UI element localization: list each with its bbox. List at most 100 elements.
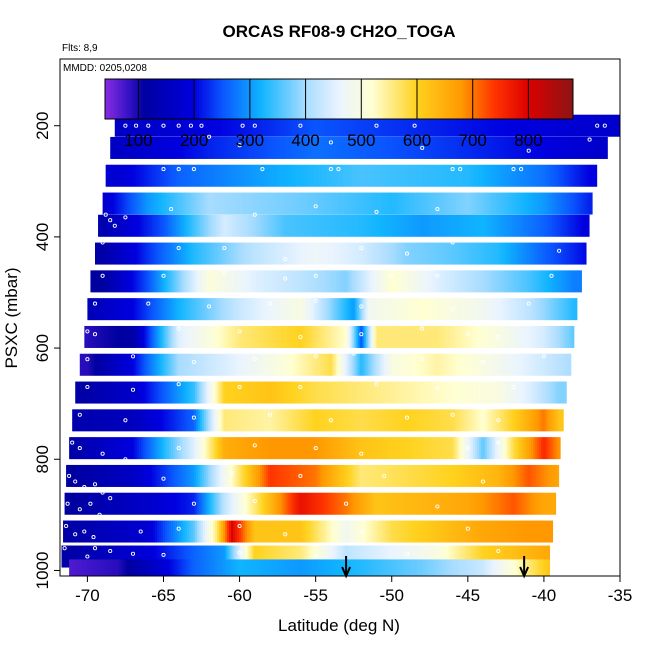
band-cell bbox=[540, 492, 543, 515]
band-cell bbox=[213, 520, 216, 543]
band-cell bbox=[421, 437, 424, 460]
sample-point bbox=[549, 273, 554, 278]
band-cell bbox=[431, 353, 435, 376]
band-cell bbox=[132, 409, 135, 432]
band-cell bbox=[422, 464, 425, 487]
band-cell bbox=[87, 381, 90, 404]
band-cell bbox=[165, 164, 169, 187]
band-cell bbox=[314, 464, 317, 487]
band-cell bbox=[98, 492, 101, 515]
sample-point bbox=[237, 329, 242, 334]
band-cell bbox=[471, 437, 474, 460]
band-cell bbox=[340, 270, 343, 293]
band-cell bbox=[582, 136, 585, 159]
colorbar-cell bbox=[373, 79, 376, 119]
band-cell bbox=[283, 437, 286, 460]
band-cell bbox=[200, 214, 203, 237]
band-cell bbox=[387, 545, 390, 568]
band-cell bbox=[180, 270, 183, 293]
band-cell bbox=[460, 464, 463, 487]
band-cell bbox=[395, 520, 398, 543]
band-cell bbox=[329, 242, 332, 265]
colorbar-cell bbox=[495, 79, 498, 119]
colorbar-cell bbox=[325, 79, 328, 119]
colorbar-cell bbox=[341, 79, 344, 119]
band-cell bbox=[553, 298, 556, 321]
band-cell bbox=[185, 520, 188, 543]
colorbar-cell bbox=[401, 79, 404, 119]
band-cell bbox=[363, 559, 366, 576]
band-cell bbox=[492, 464, 495, 487]
band-880 bbox=[64, 492, 557, 515]
band-cell bbox=[504, 136, 507, 159]
band-cell bbox=[102, 214, 105, 237]
band-cell bbox=[476, 136, 479, 159]
band-cell bbox=[552, 492, 555, 515]
band-cell bbox=[379, 164, 383, 187]
band-cell bbox=[236, 114, 240, 137]
band-cell bbox=[145, 242, 148, 265]
band-cell bbox=[460, 192, 464, 215]
band-cell bbox=[238, 270, 241, 293]
band-cell bbox=[215, 437, 218, 460]
band-cell bbox=[154, 136, 157, 159]
band-cell bbox=[434, 214, 437, 237]
band-cell bbox=[321, 242, 324, 265]
band-cell bbox=[366, 214, 369, 237]
band-cell bbox=[472, 214, 475, 237]
band-cell bbox=[95, 353, 99, 376]
band-cell bbox=[439, 545, 442, 568]
band-cell bbox=[446, 114, 450, 137]
band-cell bbox=[435, 520, 438, 543]
band-cell bbox=[499, 242, 502, 265]
x-tick-label: -55 bbox=[303, 586, 328, 605]
band-cell bbox=[76, 464, 79, 487]
sample-points bbox=[62, 123, 607, 559]
band-cell bbox=[113, 559, 116, 576]
band-cell bbox=[305, 298, 308, 321]
band-cell bbox=[168, 270, 171, 293]
band-cell bbox=[172, 464, 175, 487]
sample-point bbox=[176, 382, 181, 387]
band-cell bbox=[498, 409, 501, 432]
band-cell bbox=[472, 325, 475, 348]
band-cell bbox=[103, 545, 106, 568]
band-cell bbox=[349, 242, 352, 265]
band-cell bbox=[236, 409, 239, 432]
band-cell bbox=[392, 325, 395, 348]
band-cell bbox=[342, 192, 346, 215]
band-cell bbox=[246, 114, 250, 137]
band-cell bbox=[427, 242, 430, 265]
band-cell bbox=[281, 164, 285, 187]
colorbar-cell bbox=[331, 79, 334, 119]
colorbar-cell bbox=[559, 79, 562, 119]
band-cell bbox=[78, 464, 81, 487]
band-cell bbox=[116, 325, 119, 348]
sample-point bbox=[526, 148, 531, 153]
band-cell bbox=[206, 492, 209, 515]
band-cell bbox=[108, 464, 111, 487]
band-cell bbox=[408, 492, 411, 515]
band-cell bbox=[192, 214, 195, 237]
sample-point bbox=[67, 473, 72, 478]
band-cell bbox=[484, 492, 487, 515]
band-cell bbox=[164, 114, 168, 137]
band-cell bbox=[218, 492, 221, 515]
band-cell bbox=[212, 464, 215, 487]
band-cell bbox=[214, 270, 217, 293]
band-cell bbox=[496, 325, 499, 348]
band-cell bbox=[468, 214, 471, 237]
band-cell bbox=[380, 464, 383, 487]
band-cell bbox=[481, 164, 485, 187]
sample-point bbox=[450, 167, 455, 172]
band-cell bbox=[473, 520, 476, 543]
band-cell bbox=[464, 136, 467, 159]
band-cell bbox=[350, 492, 353, 515]
band-cell bbox=[474, 325, 477, 348]
band-cell bbox=[127, 381, 130, 404]
band-cell bbox=[233, 353, 237, 376]
band-cell bbox=[522, 270, 525, 293]
band-cell bbox=[239, 242, 242, 265]
band-cell bbox=[337, 559, 340, 576]
band-cell bbox=[304, 136, 307, 159]
